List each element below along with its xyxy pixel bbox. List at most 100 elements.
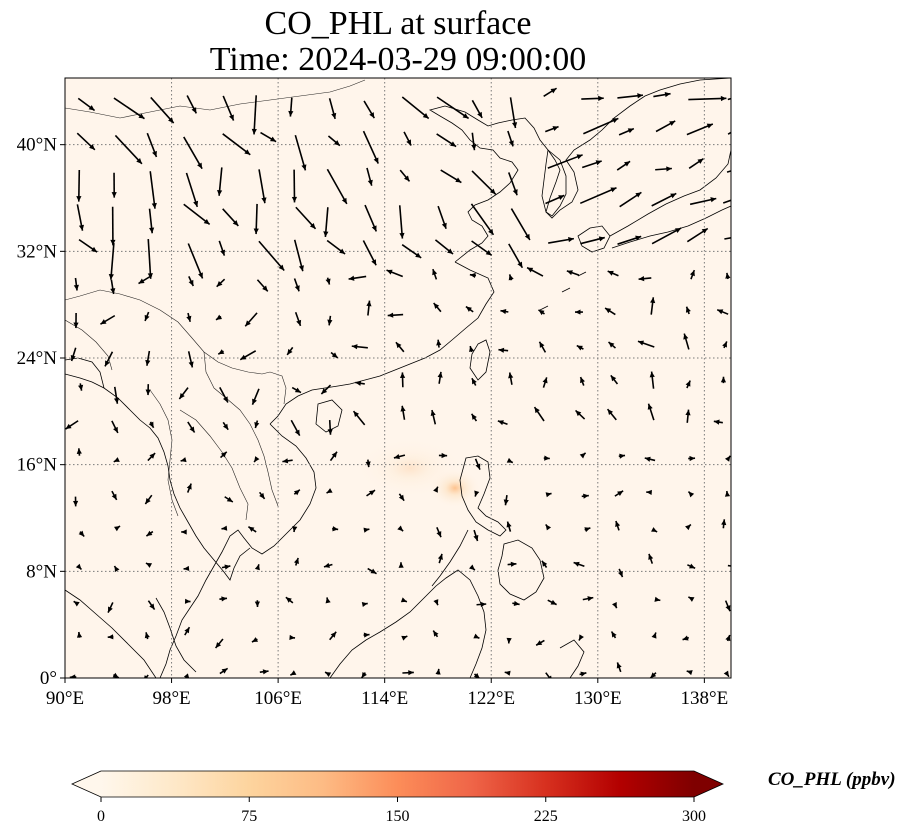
- wind-arrow: [285, 596, 294, 604]
- wind-arrow: [367, 567, 377, 575]
- south-china-coast: [269, 261, 495, 425]
- wind-arrow: [547, 154, 583, 169]
- wind-arrow: [180, 457, 187, 463]
- wind-arrow: [716, 308, 729, 315]
- wind-arrow: [114, 525, 121, 532]
- wind-arrow: [111, 172, 117, 198]
- wind-arrow: [646, 489, 652, 496]
- wind-arrow: [366, 300, 372, 316]
- wind-arrow: [145, 350, 151, 366]
- wind-arrow: [224, 496, 234, 503]
- lat-tick-label: 40°N: [17, 135, 58, 156]
- wind-arrow: [538, 309, 545, 316]
- wind-arrow: [217, 349, 225, 355]
- wind-arrow: [110, 279, 116, 295]
- wind-arrow: [614, 490, 624, 497]
- lat-tick-label: 16°N: [17, 455, 58, 476]
- wind-arrow: [73, 600, 80, 607]
- wind-arrow: [187, 351, 194, 368]
- lon-tick-label: 106°E: [254, 688, 302, 709]
- colorbar-tick-label: 0: [97, 808, 105, 825]
- wind-arrow: [149, 171, 157, 209]
- wind-arrow: [100, 314, 116, 325]
- malay-peninsula-west: [155, 597, 197, 673]
- borneo-coast: [329, 569, 487, 678]
- wind-arrow: [473, 633, 480, 640]
- wind-arrow: [327, 315, 333, 326]
- colorbar-label: CO_PHL (ppbv): [768, 769, 896, 790]
- wind-arrow: [366, 167, 373, 186]
- wind-arrow: [689, 197, 717, 206]
- sulawesi-coast: [559, 639, 585, 678]
- wind-arrow: [618, 568, 624, 578]
- wind-arrow: [655, 166, 672, 172]
- colorbar: 0 75 150 225 300: [71, 770, 724, 825]
- wind-arrow: [651, 632, 657, 639]
- wind-arrow: [254, 600, 260, 608]
- wind-arrow: [607, 270, 619, 277]
- wind-arrow: [320, 384, 332, 395]
- wind-arrow: [619, 191, 642, 208]
- colorbar-tick-label: 300: [682, 808, 706, 825]
- wind-arrow: [688, 157, 704, 170]
- wind-arrow: [689, 269, 696, 280]
- wind-arrow: [78, 238, 98, 253]
- wind-arrow: [470, 413, 478, 422]
- wind-arrow: [433, 599, 439, 606]
- wind-arrow: [183, 203, 211, 226]
- gulf-of-thailand: [65, 373, 251, 581]
- wind-arrow: [289, 670, 297, 676]
- wind-arrow: [727, 97, 731, 101]
- wind-arrow: [219, 451, 228, 459]
- wind-arrow: [332, 526, 339, 532]
- wind-arrow: [606, 408, 617, 421]
- wind-arrow: [547, 599, 557, 606]
- wind-arrow: [399, 169, 411, 182]
- wind-arrow: [254, 420, 260, 429]
- wind-arrow: [215, 314, 223, 321]
- wind-arrow: [294, 134, 307, 171]
- wind-arrow: [289, 634, 296, 641]
- ryukyu-islands: [539, 271, 587, 311]
- wind-arrow: [330, 351, 339, 359]
- wind-arrow: [535, 639, 545, 646]
- wind-arrow: [436, 339, 442, 348]
- wind-arrow: [685, 380, 691, 389]
- wind-arrow: [508, 243, 524, 269]
- wind-arrow: [323, 207, 329, 238]
- wind-arrow: [437, 553, 443, 564]
- wind-arrow: [438, 452, 448, 459]
- wind-arrow: [508, 372, 514, 385]
- wind-arrow: [647, 403, 655, 421]
- wind-arrow: [686, 670, 693, 676]
- wind-arrow: [113, 457, 120, 463]
- graticule: [65, 78, 731, 678]
- wind-arrow: [433, 486, 439, 493]
- wind-arrow: [471, 132, 477, 151]
- wind-arrow: [579, 376, 585, 386]
- wind-arrow: [650, 297, 656, 315]
- coastlines: [65, 78, 731, 678]
- wind-arrow: [471, 240, 493, 257]
- wind-arrow: [581, 95, 604, 101]
- wind-arrow: [256, 279, 269, 292]
- wind-arrow: [616, 160, 631, 171]
- wind-arrow: [325, 277, 331, 285]
- wind-arrow: [543, 455, 550, 461]
- wind-arrow: [187, 421, 196, 433]
- wind-arrow: [604, 307, 616, 316]
- wind-arrow: [69, 674, 77, 678]
- wind-arrow: [361, 601, 368, 608]
- wind-arrow: [616, 662, 622, 673]
- lon-tick-label: 98°E: [152, 688, 190, 709]
- wind-arrow: [476, 601, 487, 608]
- wind-arrow: [724, 236, 731, 240]
- wind-arrow: [291, 386, 302, 394]
- wind-arrow: [512, 600, 520, 607]
- wind-arrow: [78, 530, 85, 538]
- wind-arrow: [218, 240, 226, 256]
- wind-arrow: [682, 635, 690, 641]
- wind-arrow: [188, 276, 195, 287]
- wind-arrow: [222, 95, 235, 121]
- wind-arrow: [685, 523, 692, 531]
